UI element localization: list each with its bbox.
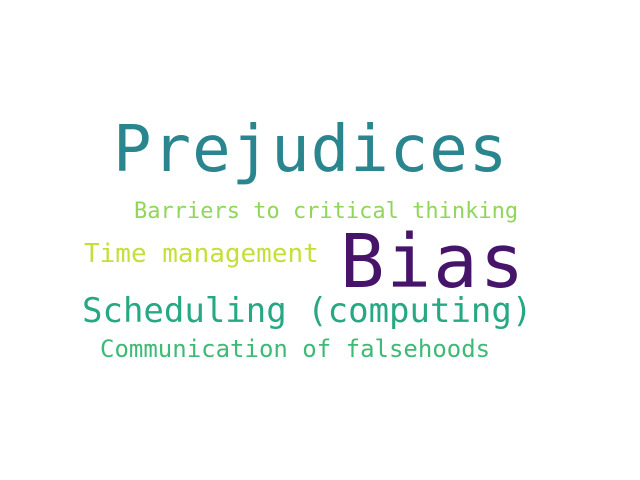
- word-bias: Bias: [340, 219, 527, 305]
- word-barriers-to-critical-thinking: Barriers to critical thinking: [134, 199, 519, 224]
- word-prejudices: Prejudices: [113, 113, 509, 187]
- word-scheduling-computing: Scheduling (computing): [82, 291, 533, 331]
- word-time-management: Time management: [84, 239, 319, 269]
- word-communication-of-falsehoods: Communication of falsehoods: [100, 335, 491, 363]
